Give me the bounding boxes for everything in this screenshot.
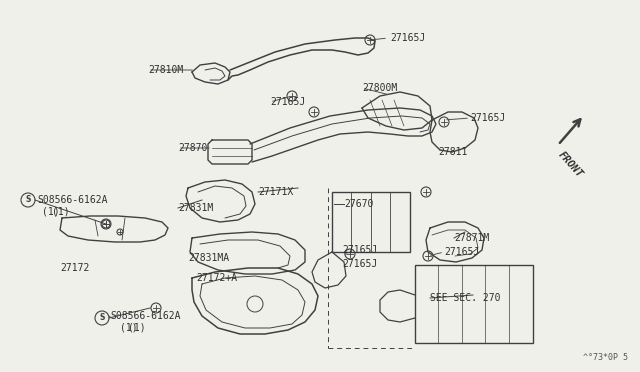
Text: S08566-6162A: S08566-6162A bbox=[37, 195, 108, 205]
Text: 27811: 27811 bbox=[438, 147, 467, 157]
Text: 27165J: 27165J bbox=[390, 33, 425, 43]
Text: 27800M: 27800M bbox=[362, 83, 397, 93]
Bar bbox=[332, 192, 410, 252]
Text: 27165J: 27165J bbox=[342, 259, 377, 269]
Bar bbox=[415, 265, 533, 343]
Text: 27165J: 27165J bbox=[342, 245, 377, 255]
Text: 27165J: 27165J bbox=[270, 97, 305, 107]
Text: 27831MA: 27831MA bbox=[188, 253, 229, 263]
Text: (1): (1) bbox=[128, 323, 146, 333]
Text: 27172: 27172 bbox=[60, 263, 90, 273]
Text: 27172+A: 27172+A bbox=[196, 273, 237, 283]
Text: (1): (1) bbox=[120, 323, 138, 333]
Text: FRONT: FRONT bbox=[556, 150, 584, 180]
Text: S: S bbox=[99, 314, 105, 323]
Text: 27171X: 27171X bbox=[258, 187, 293, 197]
Text: 27831M: 27831M bbox=[178, 203, 213, 213]
Text: ^°73*0P 5: ^°73*0P 5 bbox=[583, 353, 628, 362]
Text: (1): (1) bbox=[42, 207, 60, 217]
Text: 27670: 27670 bbox=[344, 199, 373, 209]
Text: S: S bbox=[26, 196, 31, 205]
Text: 27165J: 27165J bbox=[470, 113, 505, 123]
Text: SEE SEC. 270: SEE SEC. 270 bbox=[430, 293, 500, 303]
Text: 27871M: 27871M bbox=[454, 233, 489, 243]
Text: (1): (1) bbox=[52, 207, 70, 217]
Text: 27810M: 27810M bbox=[148, 65, 183, 75]
Text: S08566-6162A: S08566-6162A bbox=[110, 311, 180, 321]
Text: 27165J: 27165J bbox=[444, 247, 479, 257]
Text: 27870: 27870 bbox=[178, 143, 207, 153]
